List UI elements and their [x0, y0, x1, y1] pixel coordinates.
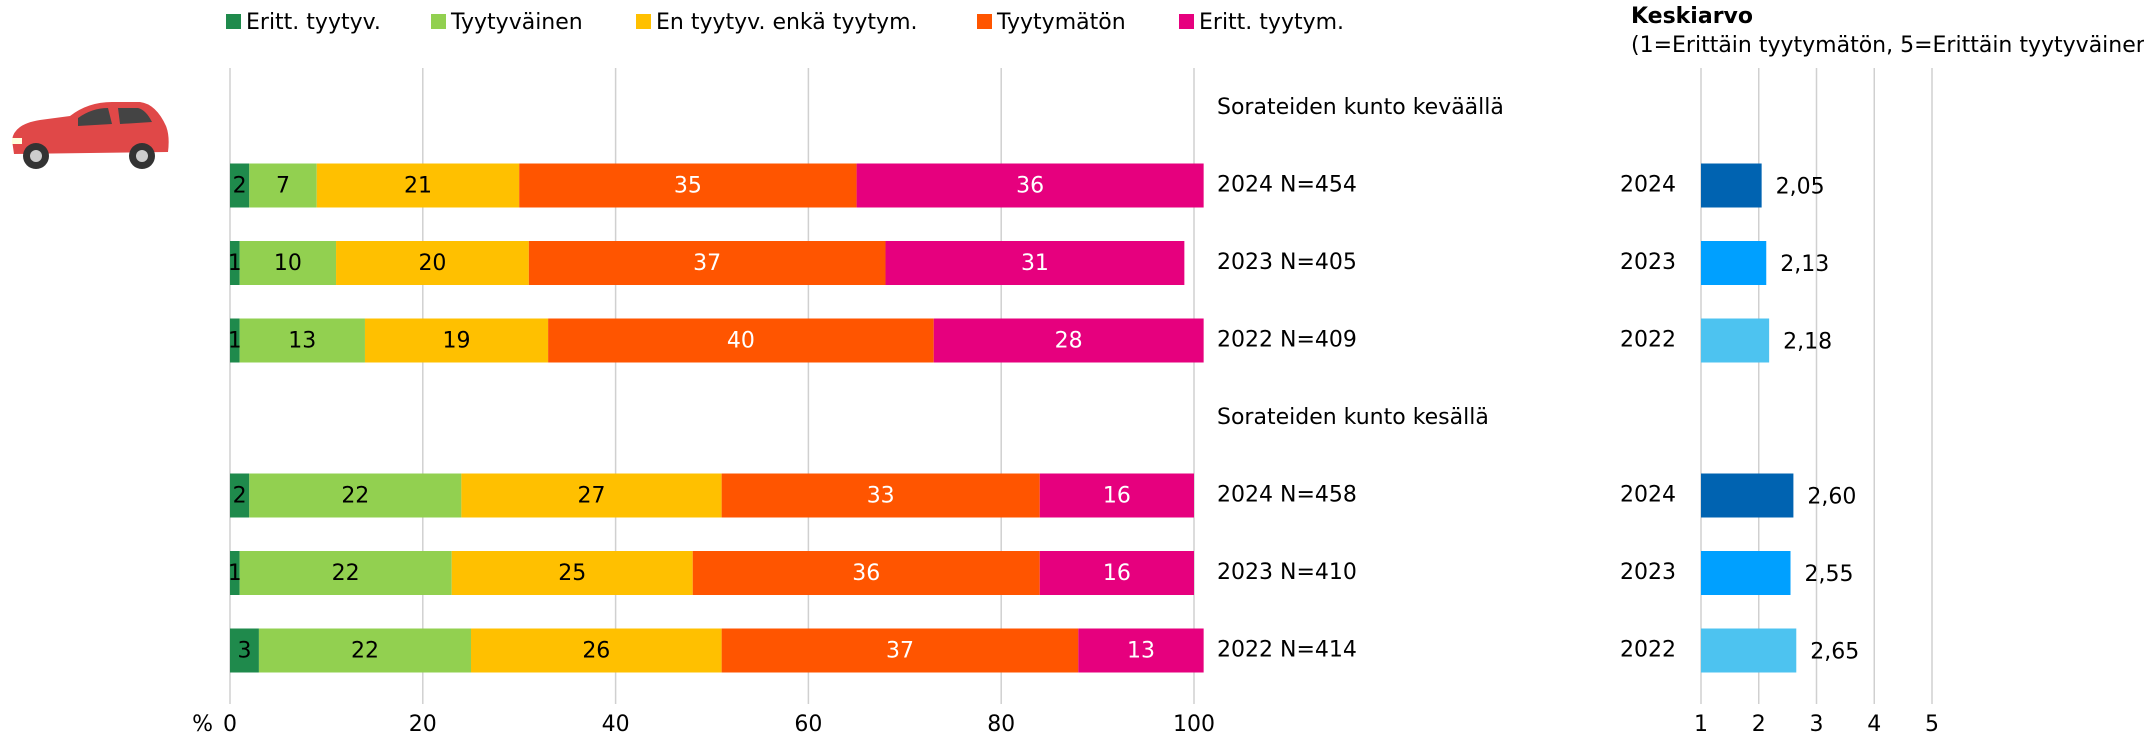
category-label: 2023 N=405 [1217, 250, 1357, 275]
data-label: 13 [288, 329, 316, 354]
data-label: 3 [237, 639, 251, 664]
data-label: 13 [1127, 639, 1155, 664]
data-label: 19 [443, 329, 471, 354]
bar [1701, 319, 1769, 363]
data-label: 25 [558, 561, 586, 586]
data-label: 2,55 [1805, 562, 1854, 587]
data-label: 2,13 [1780, 252, 1829, 277]
category-label: 2024 N=454 [1217, 173, 1357, 198]
category-label: Sorateiden kunto kesällä [1217, 405, 1489, 430]
data-label: 36 [1016, 174, 1044, 199]
data-label: 26 [582, 639, 610, 664]
chart: Keskiarvo (1=Erittäin tyytymätön, 5=Erit… [0, 0, 2144, 738]
x-tick-label: 20 [409, 712, 437, 737]
data-label: 2 [233, 484, 247, 509]
data-label: 40 [727, 329, 755, 354]
data-label: 16 [1103, 484, 1131, 509]
category-label: 2024 [1620, 483, 1676, 508]
x-tick-label: 60 [794, 712, 822, 737]
bar [1701, 164, 1762, 208]
category-label: 2023 N=410 [1217, 560, 1357, 585]
bar [1701, 551, 1791, 595]
x-tick-label: 100 [1173, 712, 1215, 737]
data-label: 37 [693, 251, 721, 276]
data-label: 21 [404, 174, 432, 199]
data-label: 22 [351, 639, 379, 664]
car-icon [12, 102, 169, 169]
data-label: 2,60 [1807, 485, 1856, 510]
legend-marker [1179, 14, 1194, 29]
data-label: 37 [886, 639, 914, 664]
category-label: 2022 [1620, 328, 1676, 353]
bar [1701, 241, 1766, 285]
data-label: 2,05 [1776, 175, 1825, 200]
x-tick-label: 3 [1810, 712, 1824, 737]
legend-label: Tyytymätön [996, 10, 1126, 35]
data-label: 28 [1055, 329, 1083, 354]
data-label: 7 [276, 174, 290, 199]
legend-label: Eritt. tyytyv. [246, 10, 381, 35]
data-label: 22 [341, 484, 369, 509]
legend-marker [226, 14, 241, 29]
legend-marker [977, 14, 992, 29]
x-axis-label: % [192, 712, 213, 737]
category-label: 2024 [1620, 173, 1676, 198]
legend-marker [431, 14, 446, 29]
category-label: 2023 [1620, 250, 1676, 275]
chart-title: Keskiarvo [1631, 4, 1753, 29]
data-label: 33 [867, 484, 895, 509]
data-label: 10 [274, 251, 302, 276]
legend-marker [636, 14, 651, 29]
category-label: 2022 N=409 [1217, 328, 1357, 353]
legend-label: En tyytyv. enkä tyytym. [656, 10, 918, 35]
category-label: 2023 [1620, 560, 1676, 585]
legend-label: Eritt. tyytym. [1199, 10, 1344, 35]
data-label: 31 [1021, 251, 1049, 276]
category-label: Sorateiden kunto keväällä [1217, 95, 1504, 120]
data-label: 27 [578, 484, 606, 509]
data-label: 16 [1103, 561, 1131, 586]
x-tick-label: 1 [1694, 712, 1708, 737]
data-label: 2,18 [1783, 330, 1832, 355]
data-label: 36 [852, 561, 880, 586]
chart-subtitle: (1=Erittäin tyytymätön, 5=Erittäin tyyty… [1631, 33, 2144, 58]
category-label: 2024 N=458 [1217, 483, 1357, 508]
x-tick-label: 40 [602, 712, 630, 737]
legend-label: Tyytyväinen [450, 10, 583, 35]
data-label: 2,65 [1810, 640, 1859, 665]
bar [1701, 629, 1796, 673]
data-label: 20 [418, 251, 446, 276]
x-tick-label: 0 [223, 712, 237, 737]
bar [1701, 474, 1793, 518]
data-label: 2 [233, 174, 247, 199]
category-label: 2022 [1620, 638, 1676, 663]
x-tick-label: 5 [1925, 712, 1939, 737]
x-tick-label: 2 [1752, 712, 1766, 737]
x-tick-label: 4 [1867, 712, 1881, 737]
x-tick-label: 80 [987, 712, 1015, 737]
data-label: 35 [674, 174, 702, 199]
data-label: 22 [332, 561, 360, 586]
category-label: 2022 N=414 [1217, 638, 1357, 663]
